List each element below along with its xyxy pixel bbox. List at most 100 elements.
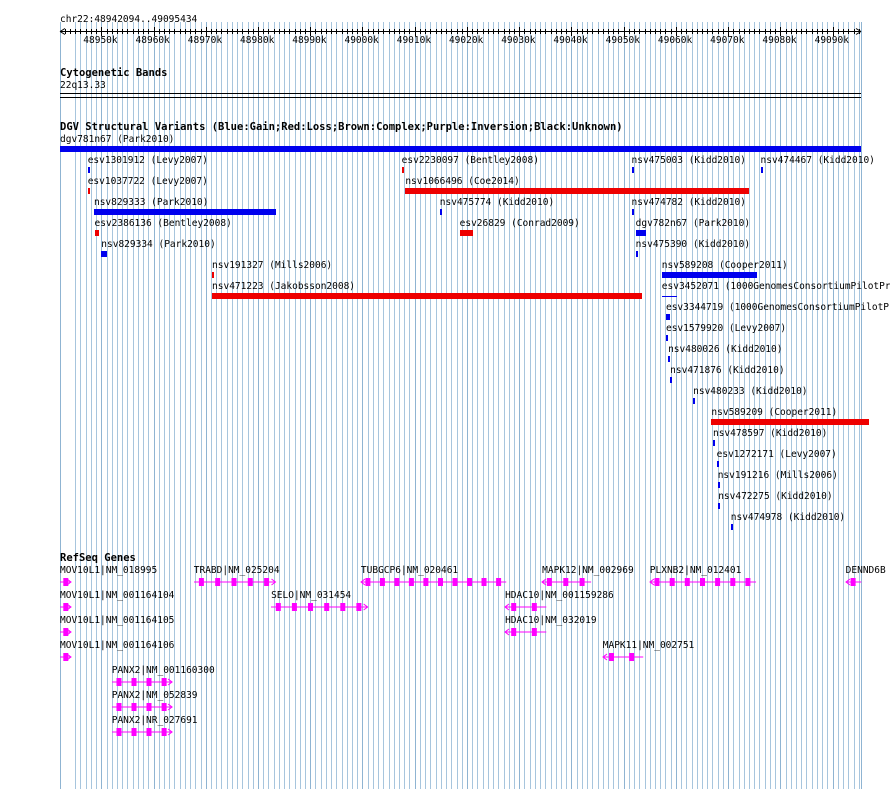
variant-label[interactable]: nsv471876 (Kidd2010) (670, 365, 785, 376)
variant-bar[interactable] (87, 188, 90, 194)
gene-model[interactable] (110, 701, 174, 713)
variant-bar[interactable] (60, 146, 861, 152)
variant-bar[interactable] (631, 167, 634, 173)
variant-bar[interactable] (401, 167, 404, 173)
gene-label[interactable]: HDAC10|NM_032019 (505, 615, 597, 626)
variant-bar[interactable] (661, 296, 678, 297)
variant-label[interactable]: dgv782n67 (Park2010) (635, 218, 751, 229)
ruler-tick-label: 48970k (187, 35, 223, 46)
variant-bar[interactable] (635, 230, 646, 236)
variant-bar[interactable] (212, 293, 642, 299)
variant-bar[interactable] (693, 398, 696, 404)
gene-model[interactable] (110, 726, 174, 738)
gene-label[interactable]: PANX2|NR_027691 (111, 715, 198, 726)
gene-model[interactable] (503, 601, 548, 613)
gene-model[interactable] (844, 576, 863, 588)
variant-label[interactable]: nsv474978 (Kidd2010) (730, 512, 846, 523)
variant-label[interactable]: nsv829334 (Park2010) (101, 239, 216, 250)
gene-label[interactable]: MOV10L1|NM_001164104 (60, 590, 175, 601)
gene-label[interactable]: PANX2|NM_001160300 (111, 665, 215, 676)
variant-bar[interactable] (716, 461, 719, 467)
cytoband-label[interactable]: 22q13.33 (60, 80, 106, 91)
variant-label[interactable]: nsv475774 (Kidd2010) (439, 197, 555, 208)
gene-label[interactable]: DENND6B (845, 565, 886, 576)
variant-bar[interactable] (718, 503, 721, 509)
variant-bar[interactable] (668, 356, 671, 362)
variant-bar[interactable] (405, 188, 750, 194)
ruler-tick-label: 49060k (657, 35, 693, 46)
variant-label[interactable]: esv1037722 (Levy2007) (87, 176, 208, 187)
variant-label[interactable]: nsv829333 (Park2010) (93, 197, 209, 208)
variant-label[interactable]: esv2230097 (Bentley2008) (401, 155, 539, 166)
variant-bar[interactable] (635, 251, 638, 257)
gene-label[interactable]: MAPK11|NM_002751 (602, 640, 695, 651)
gene-model[interactable] (269, 601, 370, 613)
gene-label[interactable]: PANX2|NM_052839 (111, 690, 198, 701)
variant-label[interactable]: nsv474782 (Kidd2010) (631, 197, 746, 208)
variant-bar[interactable] (712, 440, 715, 446)
variant-bar[interactable] (631, 209, 634, 215)
variant-label[interactable]: dgv781n67 (Park2010) (60, 134, 175, 145)
variant-label[interactable]: esv26829 (Conrad2009) (459, 218, 580, 229)
variant-label[interactable]: esv1272171 (Levy2007) (716, 449, 837, 460)
gene-model[interactable] (503, 626, 548, 638)
gene-model[interactable] (648, 576, 758, 588)
ruler-tick-label: 49010k (396, 35, 432, 46)
variant-label[interactable]: nsv475390 (Kidd2010) (635, 239, 751, 250)
variant-bar[interactable] (711, 419, 870, 425)
gene-model[interactable] (192, 576, 277, 588)
gene-label[interactable]: MOV10L1|NM_001164106 (60, 640, 175, 651)
ruler-tick-label: 49020k (448, 35, 484, 46)
variant-label[interactable]: nsv472275 (Kidd2010) (718, 491, 833, 502)
variant-label[interactable]: nsv480233 (Kidd2010) (693, 386, 808, 397)
gene-label[interactable]: MOV10L1|NM_001164105 (60, 615, 175, 626)
cytoband-line (60, 93, 861, 94)
variant-label[interactable]: esv1579920 (Levy2007) (665, 323, 787, 334)
variant-bar[interactable] (459, 230, 473, 236)
gene-label[interactable]: MAPK12|NM_002969 (542, 565, 634, 576)
variant-label[interactable]: nsv471223 (Jakobsson2008) (212, 281, 356, 292)
gene-model[interactable] (58, 626, 73, 638)
gene-model[interactable] (359, 576, 508, 588)
gene-label[interactable]: HDAC10|NM_001159286 (505, 590, 614, 601)
variant-label[interactable]: nsv474467 (Kidd2010) (760, 155, 875, 166)
variant-bar[interactable] (665, 314, 671, 320)
gene-model[interactable] (58, 601, 73, 613)
gene-model[interactable] (601, 651, 645, 663)
gene-label[interactable]: MOV10L1|NM_018995 (60, 565, 158, 576)
variant-label[interactable]: esv1301912 (Levy2007) (87, 155, 208, 166)
variant-label[interactable]: esv3344719 (1000GenomesConsortiumPilotPr… (665, 302, 890, 313)
gene-model[interactable] (58, 576, 73, 588)
variant-bar[interactable] (212, 272, 215, 278)
variant-label[interactable]: nsv475003 (Kidd2010) (631, 155, 746, 166)
ruler-tick-label: 49030k (501, 35, 536, 46)
variant-bar[interactable] (717, 482, 720, 488)
gene-label[interactable]: PLXNB2|NM_012401 (649, 565, 742, 576)
gene-model[interactable] (540, 576, 593, 588)
variant-label[interactable]: esv2386136 (Bentley2008) (94, 218, 232, 229)
variant-label[interactable]: nsv589208 (Cooper2011) (661, 260, 788, 271)
variant-bar[interactable] (661, 272, 757, 278)
variant-label[interactable]: nsv480026 (Kidd2010) (668, 344, 783, 355)
variant-label[interactable]: nsv589209 (Cooper2011) (711, 407, 838, 418)
variant-label[interactable]: esv3452071 (1000GenomesConsortiumPilotPr… (661, 281, 890, 292)
variant-bar[interactable] (94, 230, 100, 236)
gene-model[interactable] (110, 676, 174, 688)
variant-bar[interactable] (87, 167, 90, 173)
gene-model[interactable] (58, 651, 73, 663)
gene-label[interactable]: TRABD|NM_025204 (193, 565, 280, 576)
variant-bar[interactable] (101, 251, 108, 257)
variant-label[interactable]: nsv478597 (Kidd2010) (712, 428, 828, 439)
ruler-tick-label: 48960k (135, 35, 170, 46)
gene-label[interactable]: TUBGCP6|NM_020461 (360, 565, 459, 576)
variant-bar[interactable] (730, 524, 733, 530)
variant-label[interactable]: nsv1066496 (Coe2014) (405, 176, 520, 187)
gene-label[interactable]: SELO|NM_031454 (271, 590, 352, 601)
variant-bar[interactable] (665, 335, 668, 341)
variant-bar[interactable] (760, 167, 763, 173)
variant-bar[interactable] (93, 209, 277, 215)
variant-bar[interactable] (439, 209, 442, 215)
variant-label[interactable]: nsv191327 (Mills2006) (212, 260, 333, 271)
variant-label[interactable]: nsv191216 (Mills2006) (717, 470, 838, 481)
variant-bar[interactable] (670, 377, 673, 383)
